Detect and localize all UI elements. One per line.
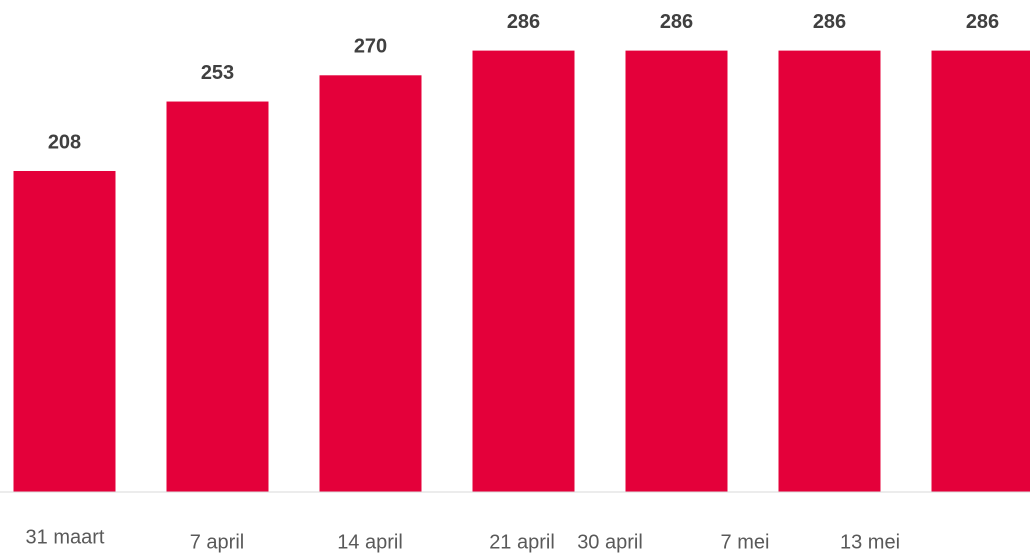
value-label: 270 — [354, 36, 387, 58]
bar — [166, 101, 269, 492]
value-label: 286 — [966, 11, 999, 33]
bar — [472, 50, 575, 493]
value-label: 286 — [660, 11, 693, 33]
bar — [13, 170, 116, 492]
value-label: 286 — [507, 11, 540, 33]
bar — [778, 50, 881, 493]
x-tick-label: 14 april — [337, 531, 403, 553]
value-label: 286 — [813, 11, 846, 33]
x-tick-label: 7 mei — [721, 531, 770, 553]
x-tick-label: 31 maart — [26, 526, 105, 548]
bar — [625, 50, 728, 493]
x-tick-label: 7 april — [190, 531, 244, 553]
value-label: 208 — [48, 131, 81, 153]
x-tick-label: 21 april — [489, 531, 555, 553]
bar — [319, 75, 422, 493]
value-label: 253 — [201, 62, 234, 84]
x-tick-label: 30 april — [577, 531, 643, 553]
bar — [931, 50, 1030, 493]
x-tick-label: 13 mei — [840, 531, 900, 553]
